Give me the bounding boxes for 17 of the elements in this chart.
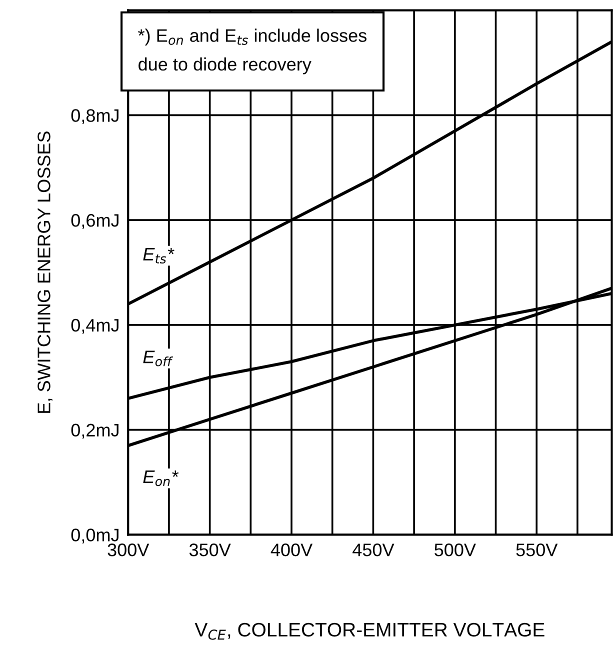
x-tick-label: 450V (352, 544, 394, 556)
series-label: E$_{ts}$* (143, 248, 174, 264)
y-tick-label: 0,4mJ (71, 318, 118, 334)
y-tick-label: 0,8mJ (71, 109, 118, 124)
series-label: E$_{off}$ (143, 350, 174, 366)
x-axis-title: V$_{CE}$, COLLECTOR-EMITTER VOLTAGE (194, 622, 544, 640)
y-tick-label: 0,2mJ (71, 424, 118, 439)
x-tick-label: 500V (434, 544, 476, 556)
annotation: *) E$_{on}$ and E$_{ts}$ include losses due to diode recovery (138, 28, 366, 74)
y-tick-label: 0,6mJ (71, 214, 118, 229)
x-tick-label: 300V (108, 544, 150, 556)
x-tick-label: 350V (189, 544, 231, 556)
x-tick-label: 400V (270, 544, 313, 556)
y-axis-title: E, SWITCHING ENERGY LOSSES (38, 132, 53, 413)
x-tick-label: 550V (516, 544, 558, 556)
y-tick-label: 0,0mJ (71, 528, 118, 544)
series-label: E$_{on}$* (143, 470, 179, 486)
